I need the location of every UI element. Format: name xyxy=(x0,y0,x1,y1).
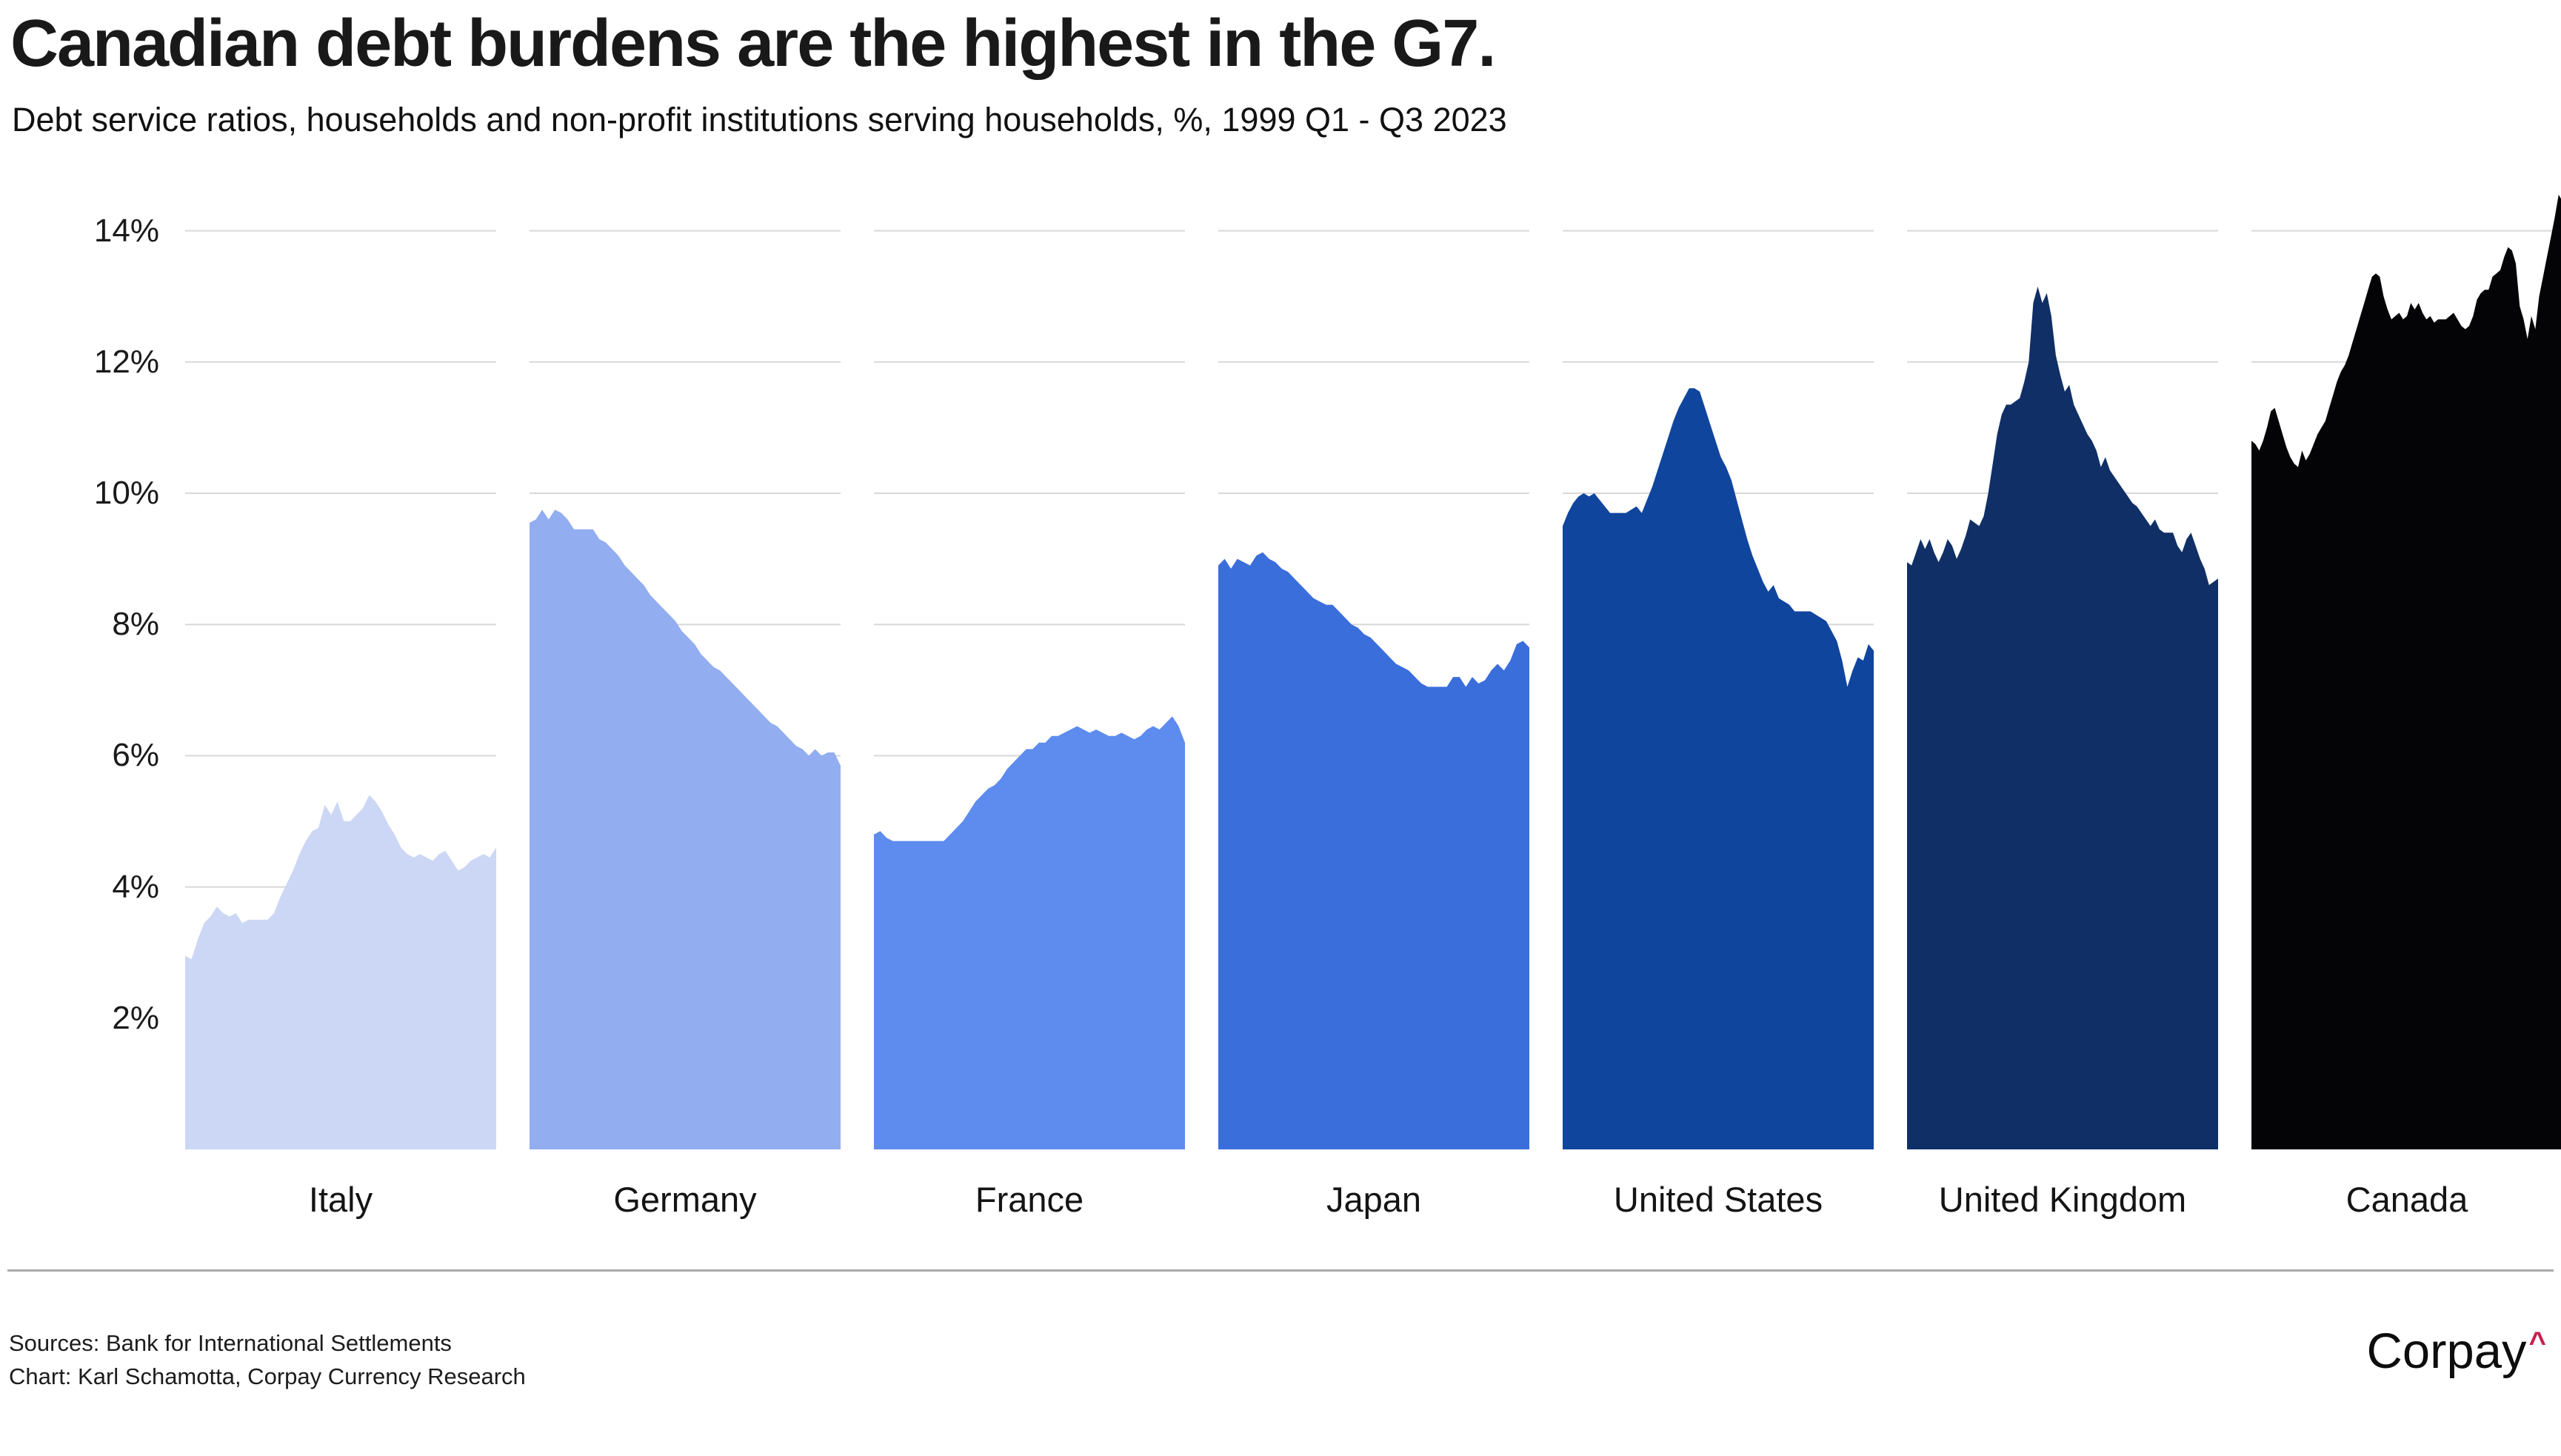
corpay-logo-text: Corpay xyxy=(2366,1323,2527,1379)
y-tick-8: 8% xyxy=(112,606,159,643)
country-label-united-states: United States xyxy=(1613,1180,1823,1219)
area-chart-united-kingdom xyxy=(1907,230,2218,1149)
y-tick-4: 4% xyxy=(112,868,159,905)
credit-line: Chart: Karl Schamotta, Corpay Currency R… xyxy=(9,1363,526,1389)
y-tick-14: 14% xyxy=(93,212,159,249)
area-chart-canada xyxy=(2251,194,2561,1149)
area-series-united-states xyxy=(1563,388,1874,1149)
area-chart-germany xyxy=(530,230,841,1149)
source-credits: Sources: Bank for International Settleme… xyxy=(9,1327,526,1394)
area-chart-united-states xyxy=(1563,230,1874,1149)
area-series-canada xyxy=(2251,194,2561,1149)
area-series-germany xyxy=(530,510,841,1149)
y-tick-12: 12% xyxy=(93,343,159,380)
corpay-logo: Corpay^ xyxy=(2367,1323,2546,1380)
chart-subtitle: Debt service ratios, households and non-… xyxy=(12,101,1507,138)
sources-line: Sources: Bank for International Settleme… xyxy=(9,1330,452,1356)
country-label-germany: Germany xyxy=(613,1180,757,1219)
area-chart-france xyxy=(874,230,1185,1149)
area-series-france xyxy=(874,716,1185,1149)
corpay-logo-caret-icon: ^ xyxy=(2528,1326,2546,1360)
area-series-italy xyxy=(185,795,496,1149)
y-tick-2: 2% xyxy=(112,999,159,1036)
panel-canada xyxy=(2251,193,2561,1149)
country-label-canada: Canada xyxy=(2345,1180,2468,1219)
footer-divider xyxy=(7,1269,2554,1272)
panel-japan xyxy=(1218,193,1529,1149)
area-series-united-kingdom xyxy=(1907,286,2218,1149)
area-chart-italy xyxy=(185,230,496,1149)
country-label-japan: Japan xyxy=(1326,1180,1422,1219)
chart-title: Canadian debt burdens are the highest in… xyxy=(10,7,1496,81)
y-tick-10: 10% xyxy=(93,475,159,511)
country-label-italy: Italy xyxy=(308,1180,373,1219)
panel-italy xyxy=(185,193,496,1149)
country-label-united-kingdom: United Kingdom xyxy=(1938,1180,2187,1219)
panel-germany xyxy=(530,193,841,1149)
panel-united-kingdom xyxy=(1907,193,2218,1149)
panel-united-states xyxy=(1563,193,1874,1149)
country-label-france: France xyxy=(975,1180,1084,1219)
y-tick-6: 6% xyxy=(112,737,159,774)
area-series-japan xyxy=(1218,552,1529,1149)
area-chart-japan xyxy=(1218,230,1529,1149)
panel-france xyxy=(874,193,1185,1149)
